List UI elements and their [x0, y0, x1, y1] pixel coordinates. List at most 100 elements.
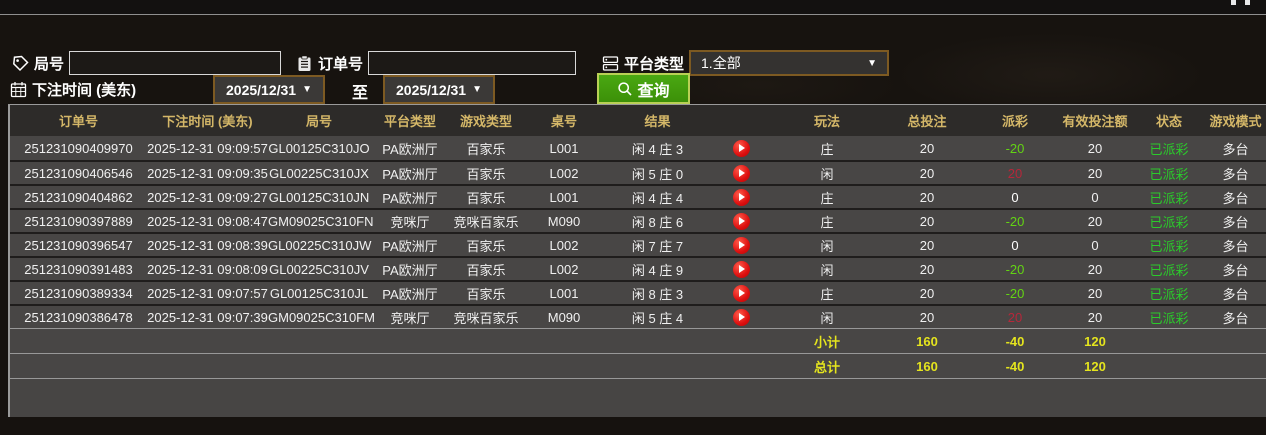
cell-replay	[709, 236, 773, 254]
table-row: 251231090386478 2025-12-31 09:07:39 GM09…	[10, 304, 1266, 328]
play-icon[interactable]	[732, 236, 750, 254]
cell-replay	[709, 284, 773, 302]
platform-label: 平台类型	[624, 55, 685, 73]
cell-replay	[709, 260, 773, 278]
cell-valid-bet: 0	[1091, 237, 1099, 253]
header-game-mode: 游戏模式	[1209, 114, 1262, 129]
cell-table-no: L002	[549, 237, 579, 253]
play-icon[interactable]	[732, 308, 750, 326]
cell-status: 已派彩	[1149, 141, 1189, 157]
table-row: 251231090404862 2025-12-31 09:09:27 GL00…	[10, 184, 1266, 208]
cell-game-type: 百家乐	[466, 238, 506, 254]
query-button[interactable]: 查询	[597, 73, 690, 104]
cell-platform: 竞咪厅	[390, 214, 430, 230]
tag-icon	[13, 55, 29, 71]
calendar-icon	[10, 82, 27, 98]
order-no-filter: 订单号	[296, 51, 577, 75]
cell-platform: 竞咪厅	[390, 310, 430, 326]
platform-filter: 平台类型 1.全部 ▼	[602, 50, 890, 76]
cell-game-mode: 多台	[1222, 141, 1249, 157]
table-row: 251231090409970 2025-12-31 09:09:57 GL00…	[10, 136, 1266, 160]
cell-order-no: 251231090391483	[24, 261, 133, 277]
table-header-row: 订单号 下注时间 (美东) 局号 平台类型 游戏类型 桌号 结果 玩法 总投注 …	[10, 105, 1266, 136]
cell-valid-bet: 20	[1087, 261, 1103, 277]
list-icon	[602, 55, 619, 71]
chevron-down-icon: ▼	[472, 84, 482, 95]
cell-game-no: GM09025C310FN	[268, 213, 374, 229]
table-row: 251231090397889 2025-12-31 09:08:47 GM09…	[10, 208, 1266, 232]
cell-valid-bet: 0	[1091, 189, 1099, 205]
cell-payout: 20	[1007, 309, 1023, 325]
cell-platform: PA欧洲厅	[382, 190, 438, 206]
bet-time-label: 下注时间 (美东)	[32, 82, 137, 99]
bet-records-table: 订单号 下注时间 (美东) 局号 平台类型 游戏类型 桌号 结果 玩法 总投注 …	[8, 104, 1266, 417]
cell-game-type: 竞咪百家乐	[453, 214, 519, 230]
cell-order-no: 251231090389334	[24, 285, 133, 301]
game-no-filter: 局号	[12, 51, 282, 75]
cell-valid-bet: 20	[1087, 213, 1103, 229]
cell-game-mode: 多台	[1222, 190, 1249, 206]
play-icon[interactable]	[732, 139, 750, 157]
play-icon[interactable]	[732, 212, 750, 230]
date-from-picker[interactable]: 2025/12/31 ▼	[213, 75, 325, 104]
play-icon[interactable]	[732, 284, 750, 302]
cell-payout: 0	[1011, 237, 1019, 253]
cell-status: 已派彩	[1149, 190, 1189, 206]
cell-game-type: 百家乐	[466, 166, 506, 182]
cell-result: 闲 8 庄 3	[631, 286, 684, 302]
date-to-picker[interactable]: 2025/12/31 ▼	[383, 75, 495, 104]
cell-game-type: 竞咪百家乐	[453, 310, 519, 326]
cell-result: 闲 4 庄 3	[631, 141, 684, 157]
bet-time-filter: 下注时间 (美东)	[10, 79, 136, 100]
cell-order-no: 251231090409970	[24, 140, 133, 156]
cell-table-no: L001	[549, 285, 579, 301]
cell-payout: -20	[1005, 140, 1025, 156]
cell-play: 庄	[820, 141, 834, 157]
cell-game-type: 百家乐	[466, 190, 506, 206]
play-icon[interactable]	[732, 188, 750, 206]
order-no-label: 订单号	[318, 55, 364, 73]
play-icon[interactable]	[732, 164, 750, 182]
cell-total-bet: 20	[919, 237, 935, 253]
cell-total-bet: 20	[919, 189, 935, 205]
query-button-label: 查询	[637, 82, 670, 100]
chevron-down-icon: ▼	[867, 57, 878, 69]
cell-replay	[709, 164, 773, 182]
cell-table-no: L001	[549, 189, 579, 205]
total-valid-bet: 120	[1084, 358, 1106, 374]
game-no-input[interactable]	[69, 51, 282, 75]
cell-payout: -20	[1005, 213, 1025, 229]
cell-order-no: 251231090406546	[24, 165, 133, 181]
cell-total-bet: 20	[919, 213, 935, 229]
cell-game-mode: 多台	[1222, 310, 1249, 326]
cell-game-no: GM09025C310FM	[268, 309, 375, 325]
cell-platform: PA欧洲厅	[382, 166, 438, 182]
cell-play: 庄	[820, 190, 834, 206]
subtotal-valid-bet: 120	[1084, 333, 1106, 349]
platform-select[interactable]: 1.全部 ▼	[689, 50, 890, 76]
header-game-no: 局号	[305, 114, 332, 129]
cell-status: 已派彩	[1149, 310, 1189, 326]
cell-result: 闲 4 庄 4	[631, 190, 684, 206]
cell-payout: -20	[1005, 285, 1025, 301]
cell-play: 闲	[820, 238, 834, 254]
cell-play: 闲	[820, 310, 834, 326]
cell-order-no: 251231090396547	[24, 237, 133, 253]
titlebar	[0, 0, 1266, 15]
cell-game-no: GL00125C310JL	[269, 285, 369, 301]
cell-game-mode: 多台	[1222, 262, 1249, 278]
play-icon[interactable]	[732, 260, 750, 278]
order-no-input[interactable]	[368, 51, 577, 75]
cell-play: 闲	[820, 166, 834, 182]
cell-order-no: 251231090386478	[24, 309, 133, 325]
cell-bet-time: 2025-12-31 09:09:57	[147, 140, 268, 156]
cell-game-mode: 多台	[1222, 166, 1249, 182]
cell-game-mode: 多台	[1222, 214, 1249, 230]
total-total-bet: 160	[916, 358, 938, 374]
cell-platform: PA欧洲厅	[382, 262, 438, 278]
subtotal-payout: -40	[1005, 333, 1025, 349]
cell-game-mode: 多台	[1222, 286, 1249, 302]
cell-game-type: 百家乐	[466, 262, 506, 278]
cell-order-no: 251231090397889	[24, 213, 133, 229]
header-table-no: 桌号	[550, 114, 577, 129]
